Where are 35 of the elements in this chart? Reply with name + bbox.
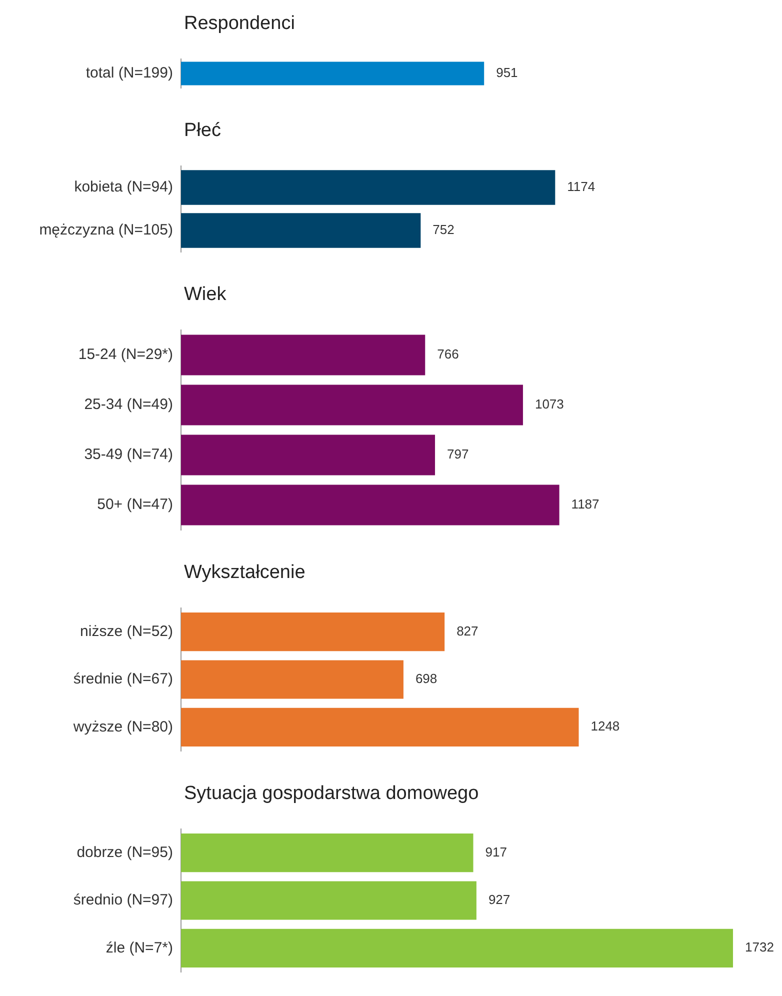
y-tick-label: 50+ (N=47) (97, 496, 173, 514)
y-tick-label: mężczyzna (N=105) (39, 222, 173, 239)
chart-title: Respondenci (183, 12, 296, 36)
data-label: 752 (432, 222, 454, 238)
y-tick-label: niższe (N=52) (80, 622, 174, 640)
data-label: 766 (437, 346, 459, 362)
y-tick-label: kobieta (N=94) (74, 178, 173, 196)
y-tick-label: średnio (N=97) (73, 892, 173, 909)
data-label: 827 (456, 623, 478, 638)
y-tick-label: 25-34 (N=49) (84, 396, 173, 414)
data-label: 951 (496, 65, 518, 80)
data-label: 1187 (571, 496, 600, 512)
chart-title: Wykształcenie (183, 561, 306, 585)
bar (181, 384, 523, 426)
y-tick-label: dobrze (N=95) (76, 844, 173, 861)
y-tick-label: 35-49 (N=74) (84, 446, 173, 464)
data-label: 1174 (567, 179, 596, 194)
data-label: 1248 (590, 718, 620, 734)
data-label: 698 (415, 671, 438, 686)
y-tick-label: wyższe (N=80) (72, 718, 174, 736)
chart-title: Wiek (183, 283, 228, 307)
chart-title: Płeć (183, 119, 222, 143)
data-label: 917 (485, 844, 507, 860)
chart-title: Sytuacja gospodarstwa domowego (183, 782, 480, 806)
y-tick-label: 15-24 (N=29*) (78, 346, 173, 364)
data-label: 1073 (534, 396, 564, 412)
data-label: 1732 (745, 940, 774, 955)
bar (181, 434, 436, 476)
bar (181, 484, 560, 526)
data-label: 927 (488, 892, 510, 908)
y-tick-label: średnie (N=67) (73, 670, 173, 688)
bar (181, 334, 426, 376)
y-tick-label: total (N=199) (86, 64, 173, 82)
data-label: 797 (447, 446, 469, 462)
y-tick-label: źle (N=7*) (106, 939, 173, 956)
